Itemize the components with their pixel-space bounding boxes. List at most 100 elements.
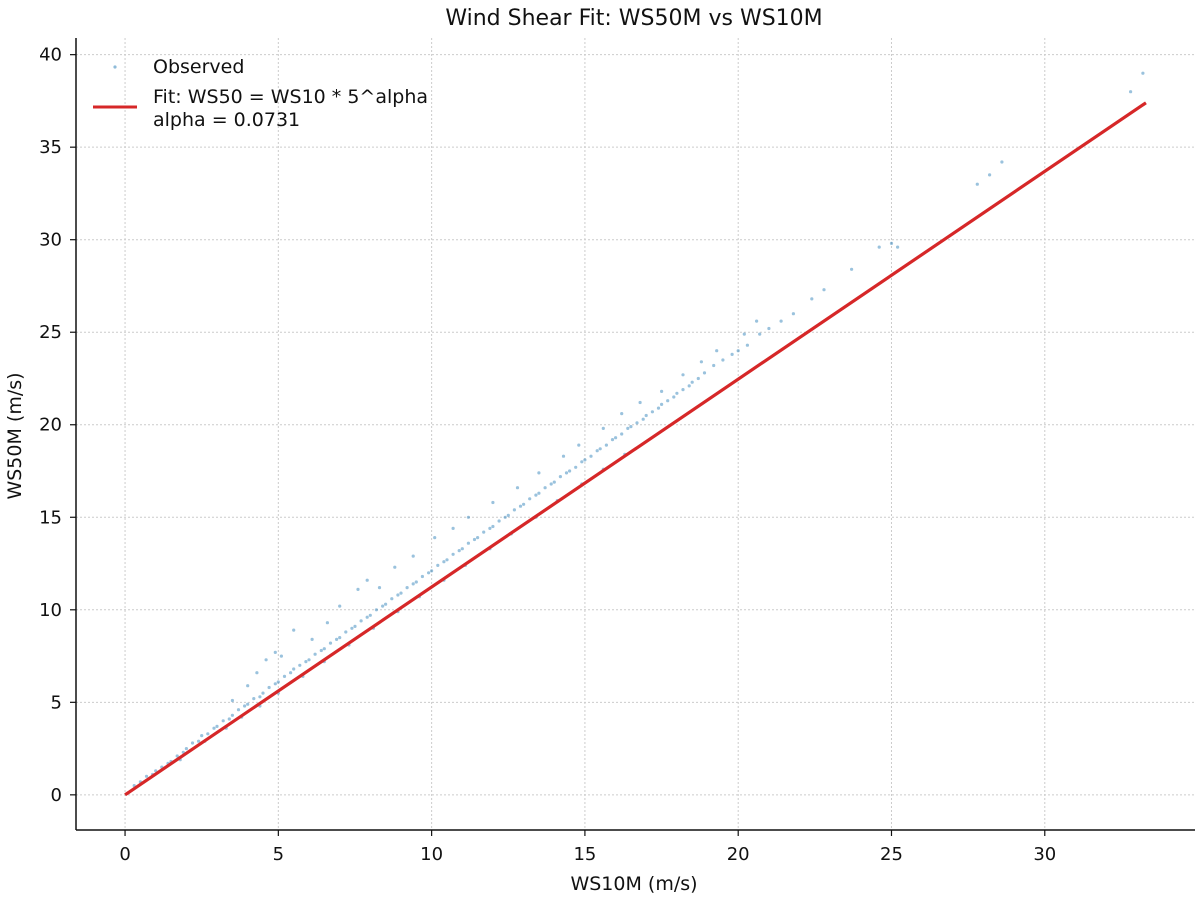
observed-point — [212, 726, 216, 730]
observed-point — [374, 608, 378, 612]
observed-point — [325, 621, 329, 625]
x-tick-label: 15 — [573, 844, 596, 865]
observed-point — [246, 684, 250, 688]
observed-point — [460, 547, 464, 551]
observed-points — [132, 71, 1145, 788]
observed-point — [279, 654, 283, 658]
observed-point — [396, 593, 400, 597]
observed-point — [255, 671, 259, 675]
observed-point — [626, 426, 630, 430]
observed-point — [433, 536, 437, 540]
observed-point — [1000, 160, 1004, 164]
observed-point — [537, 491, 541, 495]
axes-layer — [75, 38, 1195, 831]
observed-point — [742, 332, 746, 336]
observed-point — [755, 319, 759, 323]
observed-point — [604, 443, 609, 447]
observed-point — [252, 697, 256, 701]
fit-line — [124, 101, 1147, 797]
observed-point — [472, 537, 477, 542]
observed-point — [656, 406, 661, 410]
observed-point — [558, 475, 563, 479]
observed-point — [1141, 71, 1145, 75]
observed-point — [328, 641, 333, 645]
observed-point — [420, 574, 424, 579]
observed-point — [491, 524, 495, 529]
ticks-layer: 0 5 10 15 20 25 30 0 5 10 15 20 25 30 35 40 — [39, 45, 1056, 865]
observed-point — [518, 504, 523, 508]
observed-point — [702, 371, 707, 375]
grid-layer — [76, 38, 1195, 830]
observed-point — [466, 515, 470, 519]
observed-point — [344, 630, 348, 634]
observed-point — [699, 360, 704, 364]
observed-point — [377, 586, 382, 590]
observed-point — [758, 332, 762, 336]
observed-point — [580, 460, 584, 464]
observed-point — [975, 182, 979, 186]
observed-point — [791, 312, 796, 316]
observed-point — [292, 628, 296, 632]
observed-point — [488, 526, 492, 531]
x-axis-label: WS10M (m/s) — [570, 873, 697, 895]
observed-point — [736, 349, 740, 353]
observed-point — [666, 399, 670, 403]
observed-point — [638, 400, 642, 405]
observed-point — [356, 587, 360, 592]
observed-point — [206, 732, 210, 736]
observed-point — [190, 741, 195, 745]
observed-point — [497, 519, 501, 523]
observed-point — [595, 449, 599, 453]
observed-point — [614, 436, 618, 440]
observed-point — [310, 637, 314, 642]
observed-point — [522, 502, 526, 506]
observed-point — [243, 704, 247, 708]
x-tick-label: 10 — [420, 844, 443, 865]
observed-point — [620, 412, 624, 416]
observed-point — [476, 536, 480, 540]
observed-point — [322, 647, 326, 651]
y-tick-label: 15 — [39, 507, 62, 528]
y-axis-label: WS50M (m/s) — [4, 372, 26, 499]
observed-point — [197, 739, 201, 743]
observed-point — [745, 343, 750, 347]
observed-point — [687, 384, 691, 388]
observed-point — [264, 658, 268, 662]
observed-point — [411, 582, 415, 586]
observed-point — [289, 671, 293, 675]
observed-point — [430, 569, 434, 573]
observed-point — [304, 660, 308, 664]
observed-point — [877, 245, 881, 249]
observed-point — [368, 613, 372, 617]
observed-point — [610, 438, 615, 442]
observed-point — [589, 454, 593, 458]
observed-point — [568, 469, 572, 473]
legend-fit-label: Fit: WS50 = WS10 * 5^alpha — [153, 86, 428, 108]
observed-point — [451, 552, 455, 556]
observed-point — [577, 443, 581, 447]
observed-point — [319, 648, 323, 653]
observed-point — [282, 674, 287, 679]
observed-point — [644, 413, 648, 418]
observed-point — [276, 680, 280, 684]
y-tick-label: 25 — [39, 322, 62, 343]
observed-point — [620, 432, 624, 436]
observed-point — [822, 288, 826, 292]
legend-alpha-label: alpha = 0.0731 — [153, 109, 300, 131]
legend-observed-label: Observed — [153, 56, 244, 78]
observed-point — [889, 241, 894, 245]
observed-point — [512, 508, 517, 512]
observed-point — [353, 624, 357, 629]
fit-line-layer — [124, 101, 1147, 797]
observed-point — [221, 719, 225, 723]
observed-point — [574, 465, 578, 469]
y-tick-label: 40 — [39, 45, 62, 66]
observed-point — [988, 173, 992, 177]
observed-point — [298, 663, 302, 667]
observed-point — [175, 754, 179, 758]
observed-point — [273, 682, 277, 686]
observed-point — [528, 497, 532, 501]
observed-point — [427, 571, 431, 575]
observed-point — [390, 597, 394, 601]
